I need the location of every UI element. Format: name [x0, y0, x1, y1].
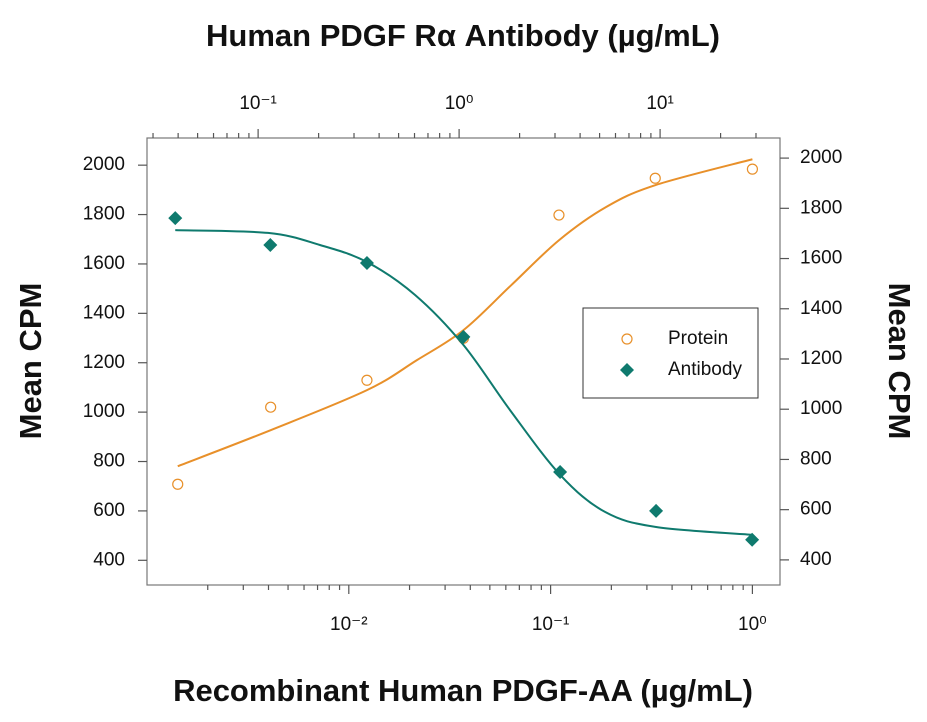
- x2-tick-label: 10¹: [646, 93, 673, 114]
- y2-axis-title: Mean CPM: [882, 283, 917, 440]
- point: [359, 256, 374, 271]
- y-axis-title: Mean CPM: [13, 283, 48, 440]
- point: [745, 532, 760, 547]
- chart-title: Human PDGF Rα Antibody (µg/mL): [206, 18, 720, 53]
- x-tick-label: 10⁻¹: [532, 614, 570, 635]
- point: [553, 209, 565, 221]
- point: [553, 464, 568, 479]
- point: [263, 237, 278, 252]
- legend-swatch: [621, 333, 633, 345]
- y2-tick-label: 800: [800, 448, 832, 469]
- y2-tick-label: 1200: [800, 348, 842, 369]
- y2-tick-label: 1600: [800, 248, 842, 269]
- y-tick-label: 1600: [83, 253, 125, 274]
- point: [361, 374, 373, 386]
- point: [168, 211, 183, 226]
- y2-tick-label: 1400: [800, 298, 842, 319]
- x2-tick-label: 10⁰: [445, 93, 474, 114]
- x-axis-title: Recombinant Human PDGF-AA (µg/mL): [173, 673, 753, 708]
- y-tick-label: 600: [93, 500, 125, 521]
- y-tick-label: 1000: [83, 401, 125, 422]
- point: [456, 329, 471, 344]
- y2-tick-label: 600: [800, 499, 832, 520]
- x-tick-label: 10⁰: [738, 614, 767, 635]
- fit-curve: [177, 158, 753, 468]
- x-tick-label: 10⁻²: [330, 614, 368, 635]
- y-tick-label: 2000: [83, 154, 125, 175]
- y-tick-label: 400: [93, 549, 125, 570]
- x2-tick-label: 10⁻¹: [239, 93, 277, 114]
- y2-tick-label: 400: [800, 549, 832, 570]
- point: [649, 172, 661, 184]
- y2-tick-label: 1000: [800, 398, 842, 419]
- y2-tick-label: 2000: [800, 147, 842, 168]
- y-tick-label: 1800: [83, 204, 125, 225]
- fit-curve: [175, 229, 753, 536]
- point: [746, 163, 759, 175]
- point: [649, 503, 664, 518]
- legend-label: Protein: [668, 328, 728, 349]
- y-tick-label: 1400: [83, 302, 125, 323]
- y-tick-label: 800: [93, 451, 125, 472]
- legend-box: [582, 307, 759, 399]
- legend-label: Antibody: [668, 359, 742, 380]
- point: [265, 401, 277, 413]
- y2-tick-label: 1800: [800, 197, 842, 218]
- legend-swatch: [620, 363, 634, 377]
- point: [172, 478, 184, 490]
- plot-frame: [146, 137, 781, 586]
- y-tick-label: 1200: [83, 352, 125, 373]
